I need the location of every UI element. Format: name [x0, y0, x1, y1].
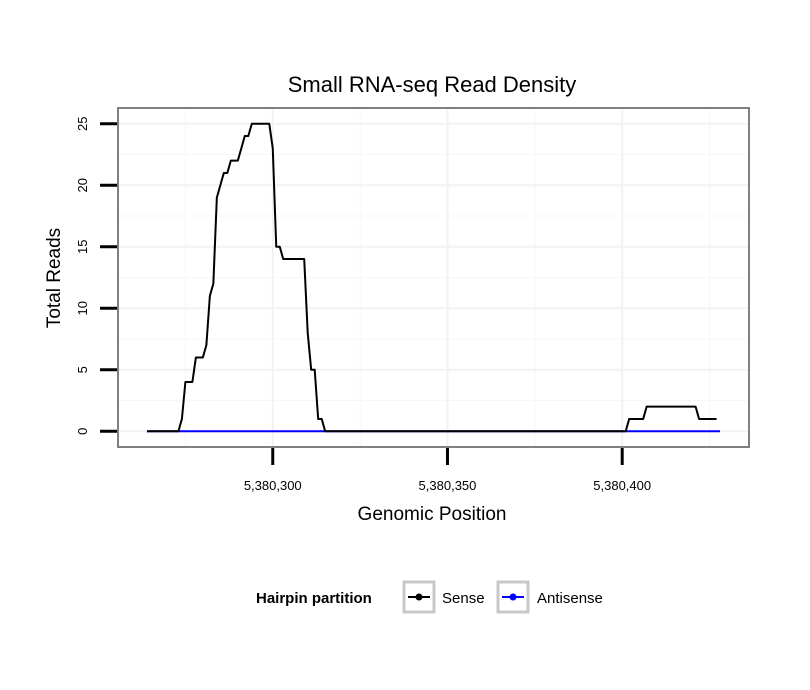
x-tick-label: 5,380,300: [244, 478, 302, 493]
legend-item-antisense: Antisense: [496, 580, 603, 614]
legend-item-sense: Sense: [402, 580, 485, 614]
series-line-sense: [146, 122, 717, 433]
y-tick-label: 25: [75, 117, 90, 131]
legend-label-antisense: Antisense: [537, 590, 603, 607]
legend: Hairpin partition Sense Antisense: [256, 580, 603, 614]
legend-marker-sense: [415, 593, 423, 601]
legend-title: Hairpin partition: [256, 590, 372, 607]
y-axis: 0 5 10 15 20 25: [75, 117, 117, 435]
x-tick-label: 5,380,350: [419, 478, 477, 493]
y-tick-label: 20: [75, 178, 90, 192]
series-layer: [146, 122, 721, 433]
y-tick-label: 0: [75, 428, 90, 435]
x-tick-label: 5,380,400: [593, 478, 651, 493]
y-tick-label: 5: [75, 366, 90, 373]
y-tick-label: 10: [75, 301, 90, 315]
x-axis: 5,380,300 5,380,350 5,380,400: [244, 448, 651, 493]
legend-marker-antisense: [509, 593, 517, 601]
x-axis-title: Genomic Position: [358, 504, 507, 525]
chart-title: Small RNA-seq Read Density: [288, 72, 577, 97]
legend-label-sense: Sense: [442, 590, 485, 607]
y-tick-label: 15: [75, 240, 90, 254]
y-axis-title: Total Reads: [44, 228, 65, 328]
